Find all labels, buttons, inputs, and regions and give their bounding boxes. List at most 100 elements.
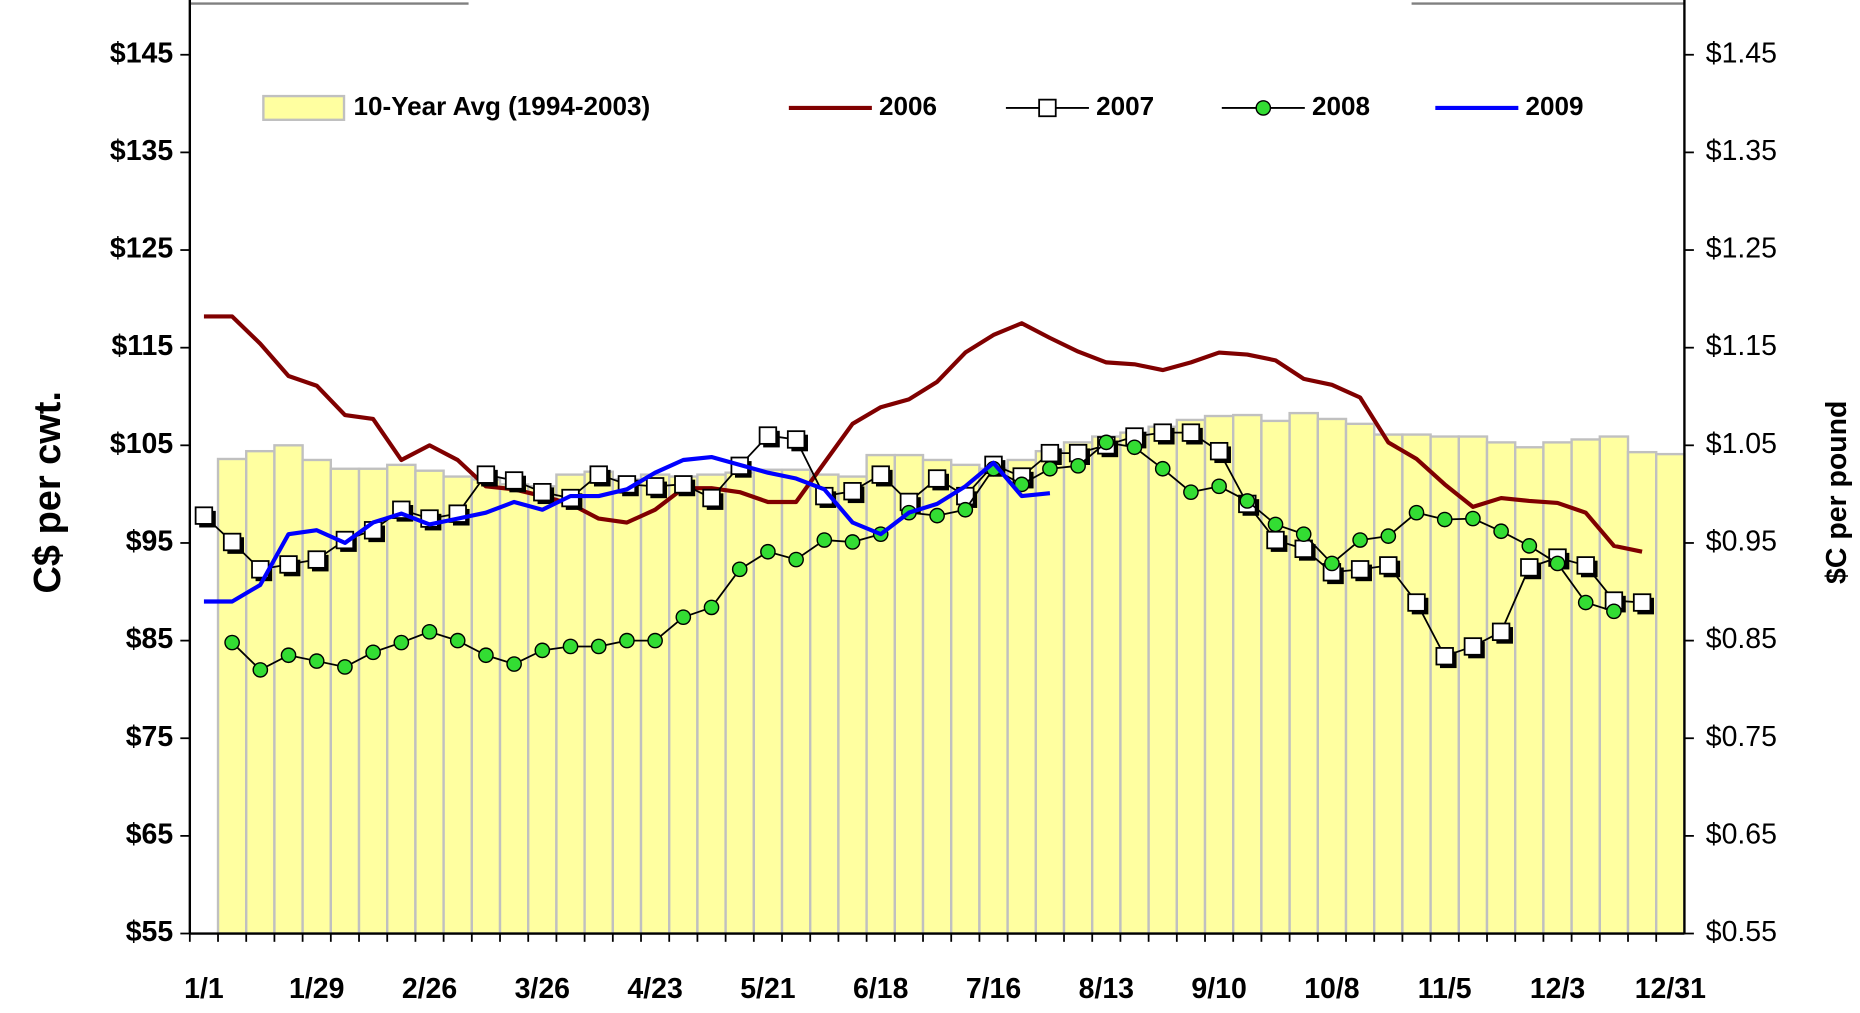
marker-circle bbox=[703, 599, 720, 616]
bar bbox=[245, 449, 276, 935]
marker-square bbox=[1379, 556, 1398, 575]
marker-circle bbox=[1267, 516, 1284, 533]
bar bbox=[583, 470, 615, 935]
marker bbox=[702, 488, 724, 510]
marker bbox=[1408, 504, 1425, 521]
y-tick-label: $145 bbox=[110, 37, 173, 69]
marker bbox=[504, 471, 526, 493]
bar bbox=[1260, 419, 1291, 935]
x-tick-label: 12/31 bbox=[1635, 973, 1706, 1005]
marker bbox=[279, 555, 301, 577]
marker bbox=[194, 506, 216, 528]
bar bbox=[1119, 431, 1150, 935]
marker bbox=[534, 642, 551, 659]
marker bbox=[871, 465, 893, 487]
bar bbox=[668, 475, 699, 935]
bar bbox=[1288, 411, 1320, 935]
bar bbox=[950, 463, 981, 935]
marker-circle bbox=[1013, 476, 1030, 493]
marker bbox=[1436, 511, 1453, 528]
marker-circle bbox=[365, 644, 381, 661]
marker-square bbox=[871, 465, 890, 484]
marker bbox=[1098, 434, 1115, 451]
bar bbox=[639, 473, 671, 935]
marker-circle bbox=[1042, 460, 1058, 477]
marker-circle bbox=[957, 501, 974, 518]
x-tick-label: 6/18 bbox=[853, 973, 908, 1005]
marker-circle bbox=[1352, 532, 1368, 548]
bar bbox=[414, 469, 445, 935]
y-tick-label: $85 bbox=[126, 623, 174, 655]
marker bbox=[1493, 523, 1509, 540]
marker bbox=[927, 469, 949, 491]
marker-circle bbox=[393, 634, 410, 651]
marker bbox=[1521, 538, 1538, 554]
marker bbox=[1267, 516, 1284, 533]
marker bbox=[1380, 528, 1397, 544]
y-tick-label: $125 bbox=[110, 233, 173, 265]
marker-square bbox=[1632, 593, 1652, 612]
marker-square bbox=[1040, 443, 1060, 463]
marker-circle bbox=[1154, 460, 1171, 477]
marker bbox=[1266, 530, 1288, 552]
x-tick-label: 10/8 bbox=[1304, 973, 1359, 1005]
marker bbox=[619, 632, 635, 649]
marker-square bbox=[1181, 423, 1201, 442]
legend-label: 2009 bbox=[1525, 91, 1583, 121]
marker bbox=[1126, 439, 1143, 456]
marker bbox=[476, 465, 498, 487]
marker bbox=[1465, 510, 1481, 527]
y2-tick-label: $0.55 bbox=[1706, 916, 1777, 948]
marker-circle bbox=[590, 638, 607, 655]
marker-circle bbox=[421, 623, 438, 640]
marker bbox=[1324, 555, 1340, 572]
marker bbox=[365, 644, 381, 661]
marker bbox=[1463, 637, 1485, 659]
marker-square bbox=[194, 506, 214, 525]
marker-square bbox=[758, 426, 778, 445]
marker-circle bbox=[506, 656, 522, 672]
bar bbox=[1175, 418, 1207, 935]
marker bbox=[335, 530, 357, 552]
marker bbox=[308, 653, 325, 669]
marker bbox=[758, 426, 780, 448]
bar bbox=[1232, 413, 1263, 935]
marker bbox=[1181, 423, 1203, 445]
bar bbox=[357, 467, 389, 935]
marker-circle bbox=[1295, 526, 1312, 543]
marker-square bbox=[1520, 558, 1539, 577]
bar bbox=[527, 485, 558, 935]
marker bbox=[1435, 647, 1457, 669]
x-tick-label: 11/5 bbox=[1418, 973, 1472, 1005]
x-tick-label: 7/16 bbox=[966, 973, 1021, 1005]
y2-axis-title: $C per pound bbox=[1821, 401, 1853, 584]
marker-circle bbox=[1577, 594, 1594, 611]
marker-square bbox=[1153, 423, 1172, 442]
marker-circle bbox=[1465, 510, 1481, 527]
legend-swatch bbox=[262, 94, 346, 121]
marker bbox=[1183, 484, 1199, 501]
marker-square bbox=[645, 477, 665, 496]
marker bbox=[1013, 476, 1030, 493]
marker bbox=[533, 482, 555, 505]
marker bbox=[1153, 423, 1175, 445]
legend-marker bbox=[1255, 100, 1272, 116]
y2-tick-label: $1.05 bbox=[1706, 428, 1777, 460]
bar bbox=[498, 483, 530, 935]
marker-circle bbox=[280, 647, 297, 664]
marker-square bbox=[1209, 441, 1229, 461]
marker-square bbox=[1576, 556, 1595, 575]
bar bbox=[921, 458, 953, 935]
marker bbox=[816, 532, 833, 548]
x-tick-label: 1/1 bbox=[184, 973, 224, 1005]
marker bbox=[1379, 556, 1401, 578]
bar bbox=[1373, 433, 1404, 935]
marker bbox=[647, 632, 663, 649]
marker bbox=[589, 465, 611, 487]
marker-circle bbox=[675, 609, 692, 625]
series-line bbox=[203, 454, 1051, 604]
marker bbox=[1632, 593, 1654, 615]
y-axis-title: C$ per cwt. bbox=[27, 391, 69, 593]
marker-square bbox=[279, 555, 298, 574]
